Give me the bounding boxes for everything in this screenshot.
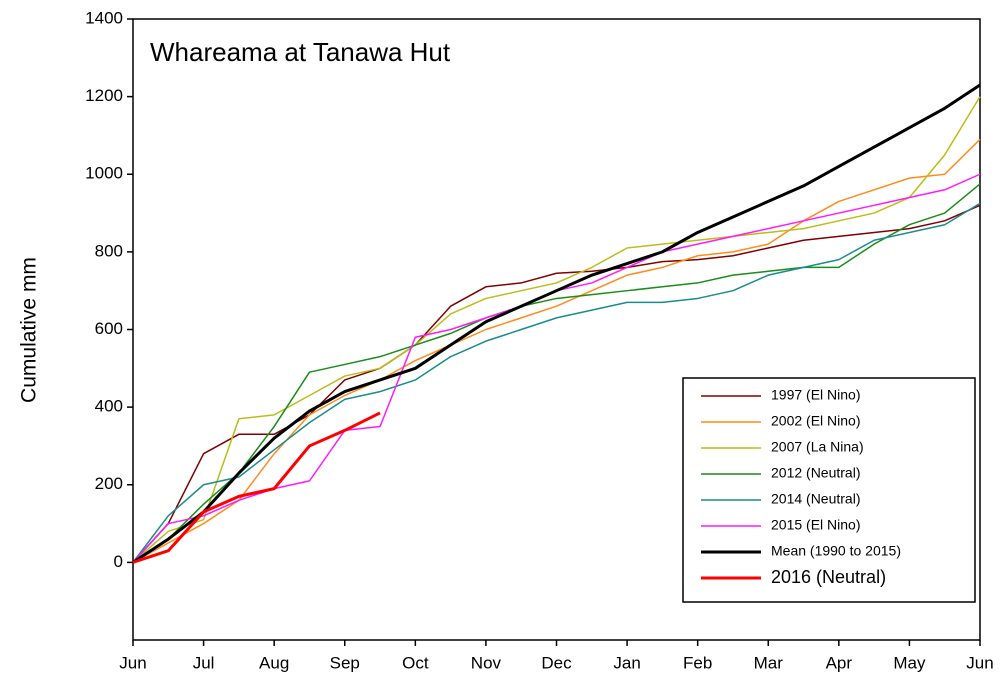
y-tick-label: 600 bbox=[95, 319, 123, 338]
x-tick-label: Dec bbox=[541, 653, 572, 672]
x-tick-label: Jun bbox=[119, 653, 146, 672]
y-tick-label: 400 bbox=[95, 397, 123, 416]
x-tick-label: Sep bbox=[330, 653, 360, 672]
y-tick-label: 1200 bbox=[85, 86, 123, 105]
legend-box bbox=[682, 377, 976, 603]
y-tick-label: 0 bbox=[114, 552, 123, 571]
y-tick-label: 1400 bbox=[85, 8, 123, 27]
series-line bbox=[132, 202, 981, 563]
legend-label: 2014 (Neutral) bbox=[771, 491, 861, 507]
x-tick-label: Feb bbox=[683, 653, 712, 672]
series-line bbox=[132, 83, 981, 564]
x-tick-label: Oct bbox=[402, 653, 429, 672]
series-line bbox=[132, 411, 381, 564]
legend-label: 2007 (La Nina) bbox=[771, 439, 864, 455]
series-line bbox=[132, 204, 981, 563]
chart-title: Whareama at Tanawa Hut bbox=[150, 37, 451, 67]
legend-label: 2015 (El Nino) bbox=[771, 517, 861, 533]
y-tick-label: 800 bbox=[95, 241, 123, 260]
x-tick-label: Mar bbox=[754, 653, 784, 672]
series-line bbox=[132, 138, 981, 564]
x-tick-label: Apr bbox=[826, 653, 853, 672]
legend-label: 2012 (Neutral) bbox=[771, 465, 861, 481]
legend-label: 2016 (Neutral) bbox=[771, 567, 886, 587]
legend-label: 1997 (El Nino) bbox=[771, 387, 861, 403]
y-tick-label: 200 bbox=[95, 474, 123, 493]
legend-label: Mean (1990 to 2015) bbox=[771, 543, 901, 559]
legend-label: 2002 (El Nino) bbox=[771, 413, 861, 429]
x-tick-label: Nov bbox=[471, 653, 502, 672]
x-tick-label: Aug bbox=[259, 653, 289, 672]
x-tick-label: Jul bbox=[193, 653, 215, 672]
y-tick-label: 1000 bbox=[85, 164, 123, 183]
y-axis-label: Cumulative mm bbox=[18, 257, 41, 403]
x-tick-label: Jun bbox=[966, 653, 993, 672]
x-tick-label: May bbox=[893, 653, 926, 672]
series-line bbox=[132, 183, 981, 564]
x-tick-label: Jan bbox=[613, 653, 640, 672]
series-line bbox=[132, 96, 981, 563]
